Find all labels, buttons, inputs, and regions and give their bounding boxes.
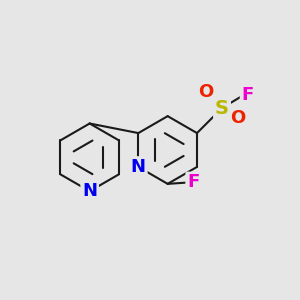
Text: N: N bbox=[82, 182, 97, 200]
Text: N: N bbox=[131, 158, 146, 176]
Text: F: F bbox=[187, 173, 200, 191]
Text: O: O bbox=[231, 109, 246, 127]
Text: O: O bbox=[198, 83, 213, 101]
Text: S: S bbox=[215, 98, 229, 118]
Text: F: F bbox=[242, 86, 254, 104]
